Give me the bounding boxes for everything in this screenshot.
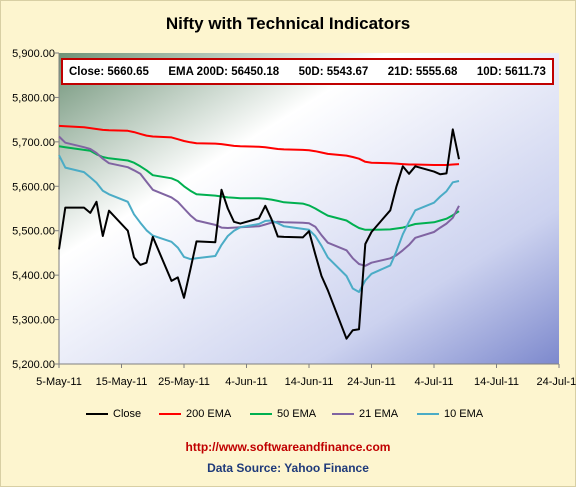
legend-label: 50 EMA — [277, 408, 317, 420]
ema50-value: 50D: 5543.67 — [298, 65, 369, 78]
legend-label: 21 EMA — [359, 408, 399, 420]
legend-swatch — [159, 412, 181, 416]
source-url-link[interactable]: http://www.softwareandfinance.com — [185, 440, 391, 454]
legend-label: 200 EMA — [186, 408, 232, 420]
x-tick-label: 24-Jul-11 — [536, 376, 576, 388]
legend: Close 200 EMA 50 EMA 21 EMA 10 EMA — [0, 408, 576, 424]
series-line-close — [58, 128, 460, 340]
series-line-21-ema — [58, 135, 460, 267]
legend-label: 10 EMA — [444, 408, 484, 420]
close-value: Close: 5660.65 — [69, 65, 149, 78]
chart-title: Nifty with Technical Indicators — [165, 14, 411, 33]
x-tick-label: 14-Jun-11 — [285, 376, 334, 388]
legend-swatch — [250, 412, 272, 416]
legend-item-close: Close — [86, 408, 141, 420]
x-tick-label: 4-Jun-11 — [225, 376, 268, 388]
legend-item-200-ema: 200 EMA — [159, 408, 231, 420]
data-source-note: Data Source: Yahoo Finance — [207, 461, 369, 475]
y-tick-label: 5,600.00 — [12, 181, 55, 193]
y-tick-label: 5,200.00 — [12, 359, 55, 371]
y-tick-label: 5,300.00 — [12, 315, 55, 327]
legend-item-10-ema: 10 EMA — [417, 408, 483, 420]
y-tick-label: 5,700.00 — [12, 137, 55, 149]
series-lines — [58, 124, 460, 340]
plot-area — [59, 53, 559, 364]
x-tick-label: 15-May-11 — [96, 376, 148, 388]
y-tick-label: 5,900.00 — [12, 48, 55, 60]
axes: 5,200.00 5,300.00 5,400.00 5,500.00 5,600.00… — [12, 48, 576, 388]
series-line-50-ema — [58, 145, 460, 231]
series-line-10-ema — [58, 154, 460, 293]
x-tick-label: 5-May-11 — [36, 376, 82, 388]
x-tick-label: 25-May-11 — [158, 376, 210, 388]
x-tick-label: 14-Jul-11 — [474, 376, 519, 388]
legend-item-50-ema: 50 EMA — [250, 408, 316, 420]
legend-item-21-ema: 21 EMA — [332, 408, 398, 420]
ema200-value: EMA 200D: 56450.18 — [168, 65, 280, 78]
ema10-value: 10D: 5611.73 — [476, 65, 546, 78]
y-tick-label: 5,500.00 — [12, 226, 55, 238]
legend-swatch — [86, 412, 108, 416]
legend-swatch — [332, 412, 354, 416]
y-tick-label: 5,400.00 — [12, 270, 55, 282]
x-tick-label: 24-Jun-11 — [347, 376, 396, 388]
indicator-summary-box: Close: 5660.65 EMA 200D: 56450.18 50D: 5… — [61, 58, 554, 85]
x-tick-label: 4-Jul-11 — [415, 376, 454, 388]
ema21-value: 21D: 5555.68 — [387, 65, 458, 78]
legend-swatch — [417, 412, 439, 416]
legend-label: Close — [113, 408, 142, 420]
y-tick-label: 5,800.00 — [12, 92, 55, 104]
series-line-200-ema — [58, 124, 460, 166]
